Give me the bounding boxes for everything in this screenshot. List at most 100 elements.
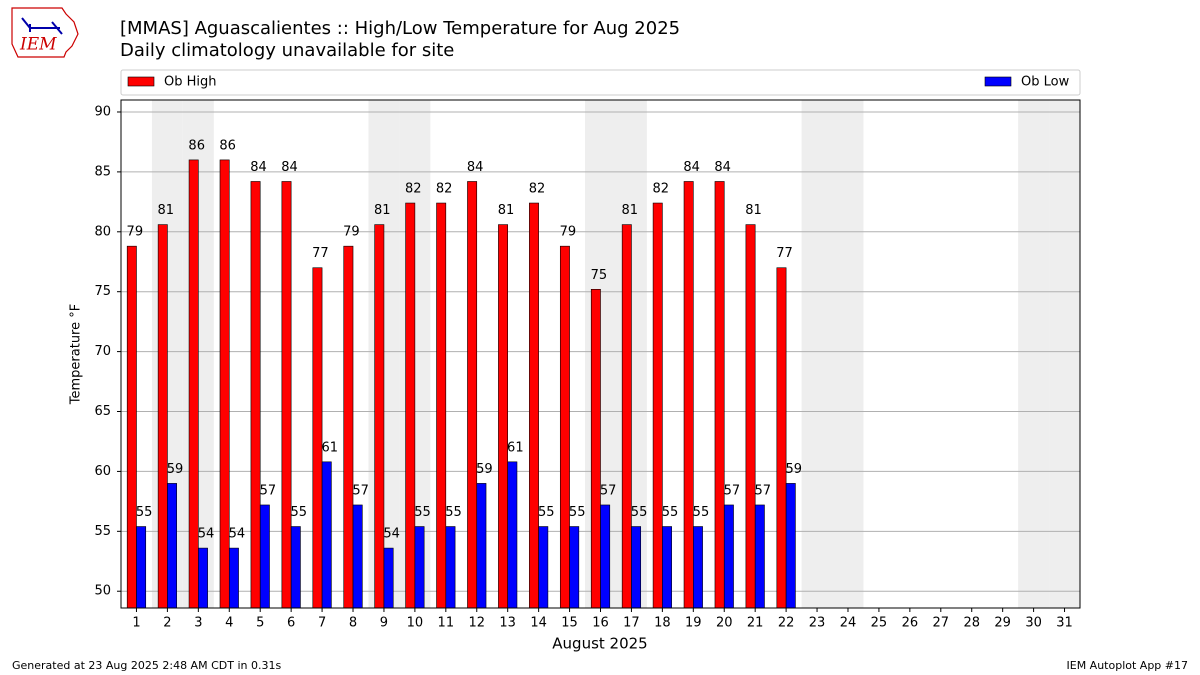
data-label: 79 xyxy=(560,225,577,240)
bar xyxy=(785,483,796,609)
data-label: 59 xyxy=(785,462,802,477)
bar xyxy=(507,461,518,609)
data-label: 59 xyxy=(167,462,184,477)
bar xyxy=(714,181,725,609)
bar xyxy=(136,526,147,609)
weekend-shade xyxy=(1049,100,1080,608)
bar xyxy=(374,224,385,609)
bar xyxy=(167,483,177,609)
y-axis-label: Temperature °F xyxy=(69,304,84,405)
x-tick-label: 29 xyxy=(994,616,1011,631)
bar xyxy=(538,526,549,609)
bar xyxy=(559,245,570,609)
y-tick-label: 90 xyxy=(94,104,111,119)
x-tick-label: 14 xyxy=(530,616,547,631)
bar xyxy=(498,224,508,609)
data-label: 61 xyxy=(507,440,524,455)
data-label: 61 xyxy=(321,440,338,455)
x-tick-label: 10 xyxy=(407,616,424,631)
legend-label: Ob Low xyxy=(1021,75,1070,90)
y-tick-label: 75 xyxy=(94,284,111,299)
weekend-shade xyxy=(801,100,833,608)
plot-frame xyxy=(120,99,1081,609)
bar xyxy=(467,181,478,609)
y-tick-label: 55 xyxy=(94,524,111,539)
bar xyxy=(476,483,487,609)
bar xyxy=(228,547,239,609)
bar xyxy=(723,504,734,609)
x-tick-label: 25 xyxy=(871,616,888,631)
data-label: 81 xyxy=(622,203,639,218)
data-label: 82 xyxy=(436,182,453,197)
x-tick-label: 4 xyxy=(225,616,233,631)
x-tick-label: 22 xyxy=(778,616,795,631)
x-tick-label: 31 xyxy=(1056,616,1073,631)
data-label: 55 xyxy=(538,505,555,520)
bar xyxy=(414,526,425,609)
data-label: 79 xyxy=(127,225,144,240)
data-label: 81 xyxy=(498,203,515,218)
legend-swatch xyxy=(127,76,155,87)
logo: IEM xyxy=(11,7,79,58)
data-label: 79 xyxy=(343,225,360,240)
bar xyxy=(290,526,301,609)
data-label: 86 xyxy=(188,138,205,153)
data-label: 55 xyxy=(445,505,462,520)
bar xyxy=(445,526,456,609)
bar xyxy=(776,267,787,609)
x-tick-label: 13 xyxy=(499,616,516,631)
data-label: 75 xyxy=(591,268,608,283)
y-tick-label: 85 xyxy=(94,164,111,179)
data-label: 54 xyxy=(229,527,246,542)
data-label: 77 xyxy=(776,246,793,261)
weekend-shade xyxy=(1018,100,1050,608)
bar xyxy=(662,526,672,609)
x-tick-label: 30 xyxy=(1025,616,1042,631)
data-label: 57 xyxy=(755,483,772,498)
x-tick-label: 12 xyxy=(468,616,485,631)
x-tick-label: 24 xyxy=(840,616,857,631)
data-label: 57 xyxy=(352,483,369,498)
x-tick-label: 16 xyxy=(592,616,609,631)
chart-subtitle: Daily climatology unavailable for site xyxy=(120,40,454,61)
bar xyxy=(693,526,703,609)
data-label: 81 xyxy=(745,203,762,218)
data-label: 55 xyxy=(414,505,431,520)
data-label: 84 xyxy=(250,160,267,175)
logo-icon xyxy=(21,17,63,35)
bar xyxy=(529,202,539,609)
x-tick-label: 23 xyxy=(809,616,826,631)
data-label: 84 xyxy=(714,160,731,175)
bar xyxy=(652,202,663,609)
bar xyxy=(343,245,354,609)
x-tick-label: 20 xyxy=(716,616,733,631)
bar xyxy=(569,526,580,609)
x-tick-label: 21 xyxy=(747,616,764,631)
data-label: 55 xyxy=(631,505,648,520)
chart-title: [MMAS] Aguascalientes :: High/Low Temper… xyxy=(120,18,680,39)
footer-right: IEM Autoplot App #17 xyxy=(1067,659,1189,672)
data-label: 57 xyxy=(260,483,277,498)
y-tick-label: 50 xyxy=(94,584,111,599)
bar xyxy=(600,504,611,609)
bar xyxy=(321,461,332,609)
bar xyxy=(126,245,137,609)
data-label: 55 xyxy=(569,505,586,520)
bar xyxy=(405,202,416,609)
x-tick-label: 6 xyxy=(287,616,295,631)
x-tick-label: 11 xyxy=(438,616,455,631)
data-label: 57 xyxy=(600,483,617,498)
x-tick-label: 27 xyxy=(933,616,950,631)
bar xyxy=(352,504,363,609)
y-tick-label: 65 xyxy=(94,404,111,419)
bar xyxy=(157,224,168,609)
bar xyxy=(754,504,765,609)
bar xyxy=(250,181,261,609)
x-tick-label: 8 xyxy=(349,616,357,631)
data-label: 82 xyxy=(529,182,546,197)
logo-text: IEM xyxy=(19,35,57,55)
legend xyxy=(120,69,1081,96)
y-tick-label: 80 xyxy=(94,224,111,239)
weekend-shade xyxy=(832,100,864,608)
